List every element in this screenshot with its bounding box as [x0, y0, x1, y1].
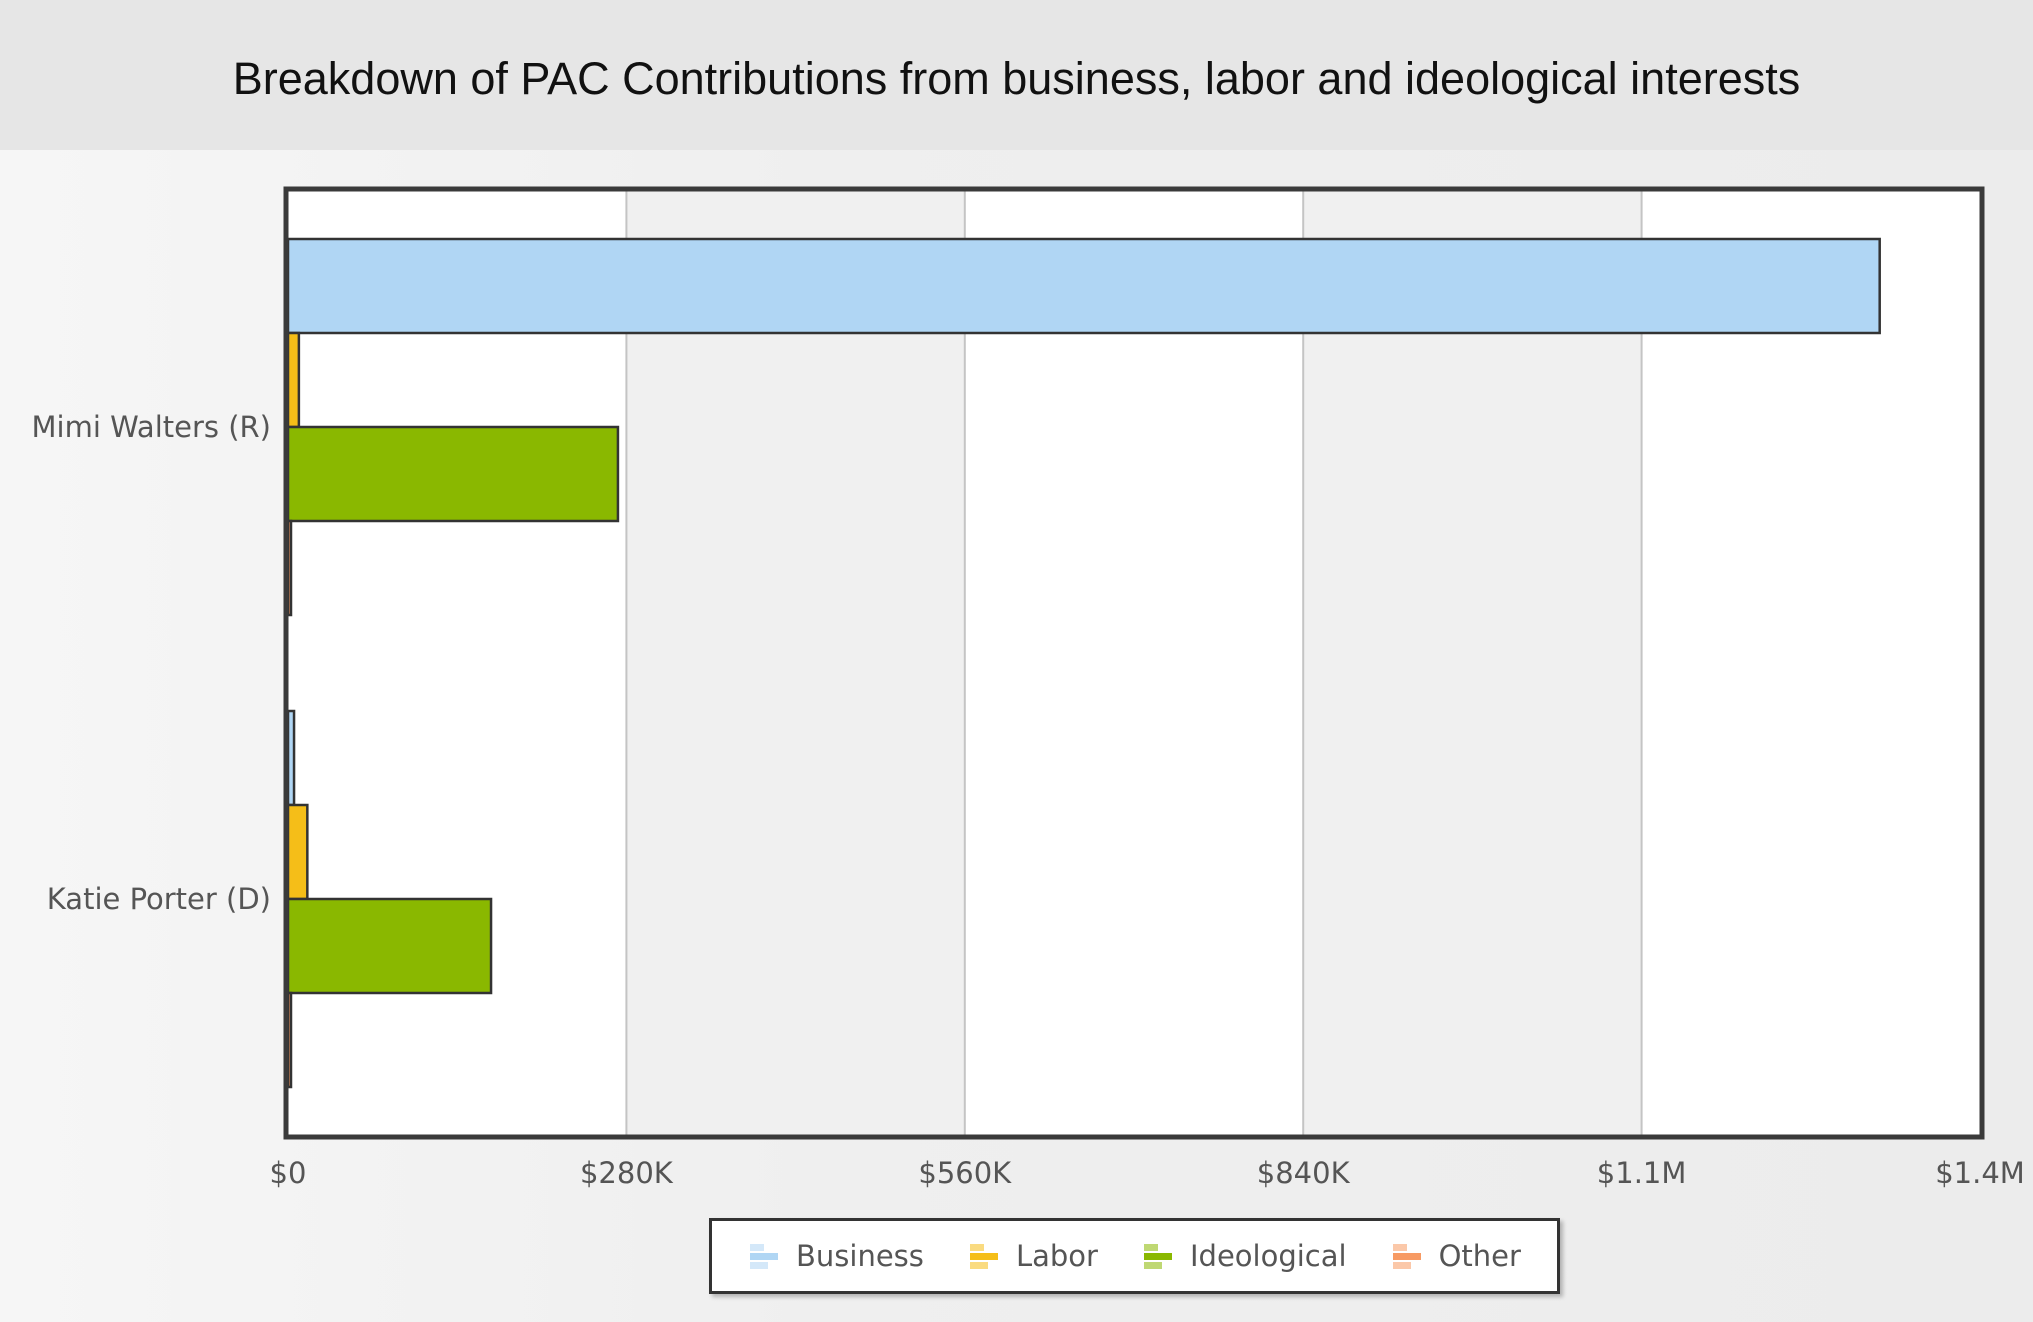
legend-label: Labor — [1015, 1239, 1098, 1273]
plot-band — [626, 191, 965, 1135]
legend-label: Ideological — [1189, 1239, 1347, 1273]
x-tick-label: $280K — [580, 1156, 674, 1190]
plot-frame — [283, 186, 1985, 1140]
bar-series-icon — [1143, 1244, 1172, 1269]
legend-item-labor[interactable]: Labor — [968, 1239, 1098, 1273]
title-band — [0, 0, 2033, 150]
bar-series-icon — [750, 1244, 779, 1269]
x-tick-label: $560K — [918, 1156, 1012, 1190]
legend: Business Labor Ideological Other — [709, 1218, 1560, 1294]
x-tick-labels: $0 $280K $560K $840K $1.1M $1.4M — [270, 1156, 2025, 1190]
bar-ideological-1 — [286, 897, 493, 995]
bar-business-0 — [286, 237, 1881, 335]
plot-bands — [288, 191, 1980, 1135]
x-tick-label: $1.4M — [1935, 1156, 2025, 1190]
legend-item-other[interactable]: Other — [1391, 1239, 1521, 1273]
category-label: Mimi Walters (R) — [32, 410, 272, 444]
chart-title: Breakdown of PAC Contributions from busi… — [232, 53, 1801, 104]
bar-labor-1 — [286, 803, 309, 901]
bar-labor-0 — [286, 331, 301, 429]
legend-item-business[interactable]: Business — [748, 1239, 924, 1273]
bar-series-icon — [969, 1244, 998, 1269]
legend-item-ideological[interactable]: Ideological — [1142, 1239, 1347, 1273]
category-label: Katie Porter (D) — [47, 882, 271, 916]
x-tick-label: $1.1M — [1597, 1156, 1687, 1190]
legend-label: Business — [796, 1239, 924, 1273]
plot-band — [964, 191, 1304, 1135]
x-tick-label: $0 — [270, 1156, 307, 1190]
x-tick-label: $840K — [1257, 1156, 1351, 1190]
category-labels: Mimi Walters (R) Katie Porter (D) — [32, 410, 272, 916]
plot-band — [1303, 191, 1642, 1135]
grid-lines — [625, 191, 1643, 1135]
legend-label: Other — [1438, 1239, 1521, 1273]
bars — [286, 237, 1881, 1089]
bar-series-icon — [1392, 1244, 1421, 1269]
plot-band — [1641, 191, 1980, 1135]
bar-business-1 — [286, 709, 296, 807]
bar-ideological-0 — [286, 425, 620, 523]
